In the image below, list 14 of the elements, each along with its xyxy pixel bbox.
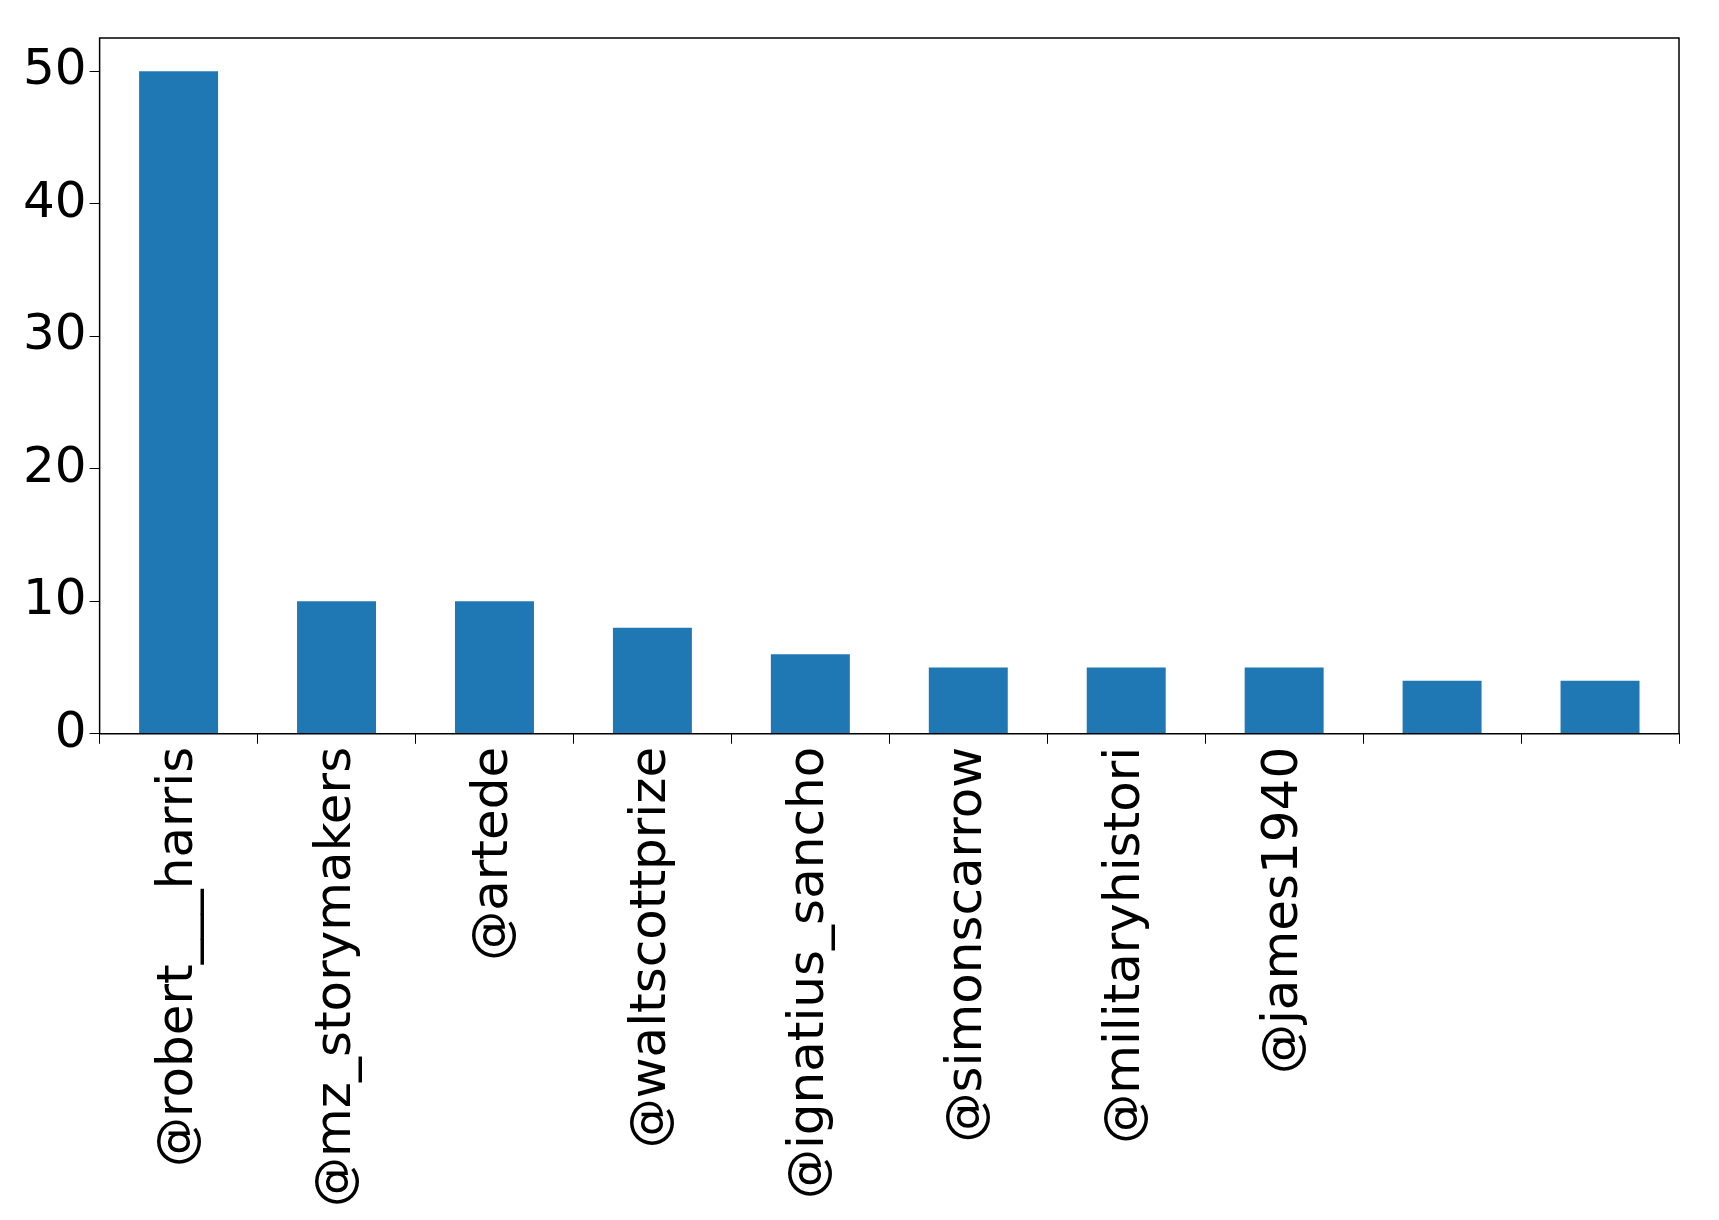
y-tick-label: 20 (23, 435, 87, 494)
y-tick-label: 30 (23, 303, 87, 362)
y-tick-label: 10 (23, 568, 87, 627)
y-tick-label: 40 (23, 170, 87, 229)
x-tick-label: @simonscarrow (935, 746, 994, 1143)
x-tick-label: @ignatius_sancho (777, 746, 836, 1200)
y-tick-label: 0 (54, 700, 87, 759)
x-tick-label: @artede (461, 746, 520, 961)
y-tick-label: 50 (23, 38, 87, 97)
x-tick-label: @militaryhistori (1093, 746, 1152, 1144)
x-tick-label: @james1940 (1251, 746, 1310, 1075)
x-tick-label: @mz_storymakers (303, 746, 362, 1207)
x-tick-label: @waltscottprize (619, 746, 678, 1149)
x-tick-label: @robert___harris (145, 746, 204, 1167)
